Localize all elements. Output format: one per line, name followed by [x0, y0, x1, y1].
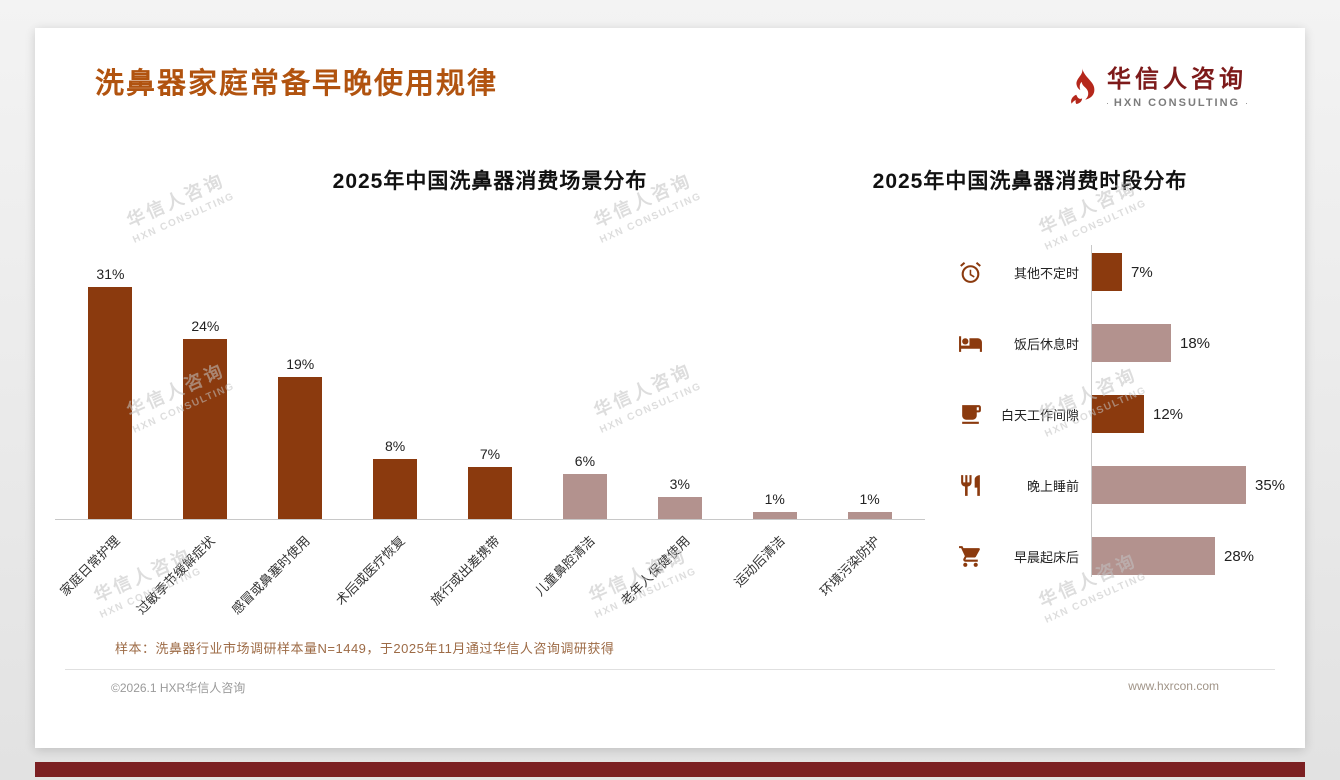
- scene-chart-title: 2025年中国洗鼻器消费场景分布: [332, 170, 648, 193]
- time-bar-wrap: 18%: [1091, 324, 1210, 362]
- scene-chart-plot: 31% 家庭日常护理 24% 过敏季节缓解症状 19% 感冒或鼻塞时使用 8% 术后或医疗恢复…: [55, 265, 925, 617]
- coffee-cup-icon: [953, 402, 987, 427]
- sample-note: 样本：洗鼻器行业市场调研样本量N=1449，于2025年11月通过华信人咨询调研…: [115, 641, 615, 656]
- time-label: 白天工作间隙: [1000, 407, 1079, 423]
- time-value-label: 28%: [1224, 547, 1255, 565]
- website-link[interactable]: www.hxrcon.com: [1128, 679, 1219, 693]
- scene-category-label: 环境污染防护: [816, 533, 883, 599]
- time-value-label: 7%: [1131, 263, 1153, 281]
- scene-bar-group: 24% 过敏季节缓解症状: [134, 318, 253, 617]
- time-chart-plot: 其他不定时 7% 饭后休息时 18% 白天工作间隙 12% 晚上睡前 35% 早晨起床后 28%: [925, 245, 1305, 577]
- scene-bar: [468, 466, 512, 519]
- scene-bar-value: 19%: [286, 355, 315, 372]
- logo-flame-icon: [1066, 66, 1098, 110]
- scene-category-label: 家庭日常护理: [57, 533, 124, 599]
- time-value-label: 35%: [1255, 476, 1286, 494]
- time-bar: [1091, 253, 1122, 291]
- time-bar-wrap: 7%: [1091, 253, 1153, 291]
- scene-bar: [847, 511, 892, 519]
- footer: ©2026.1 HXR华信人咨询 www.hxrcon.com: [65, 669, 1275, 696]
- scene-bar-value: 24%: [191, 318, 220, 334]
- time-value-label: 12%: [1153, 405, 1184, 423]
- shopping-cart-icon: [953, 544, 987, 569]
- scene-bar: [88, 286, 133, 519]
- brand-logo: 华信人咨询 HXN CONSULTING: [1066, 66, 1247, 110]
- scene-bar: [657, 496, 702, 519]
- scene-bar: [183, 339, 228, 519]
- time-row: 晚上睡前 35%: [953, 466, 1305, 504]
- time-row: 饭后休息时 18%: [953, 324, 1305, 362]
- time-bar-wrap: 28%: [1091, 537, 1254, 575]
- header: 洗鼻器家庭常备早晚使用规律 华信人咨询 HXN CONSULTING: [35, 28, 1305, 110]
- time-chart-title: 2025年中国洗鼻器消费时段分布: [872, 170, 1188, 193]
- logo-subtitle: HXN CONSULTING: [1113, 97, 1241, 109]
- scene-bar-group: 1% 环境污染防护: [817, 490, 917, 599]
- bed-icon: [953, 331, 987, 356]
- time-row: 白天工作间隙 12%: [953, 395, 1305, 433]
- time-row: 早晨起床后 28%: [953, 537, 1305, 575]
- time-bar: [1091, 324, 1171, 362]
- time-bar-wrap: 35%: [1091, 466, 1285, 504]
- scene-bar-value: 31%: [96, 265, 125, 282]
- scene-bar-value: 1%: [859, 490, 880, 507]
- scene-bar-group: 6% 儿童鼻腔清洁: [532, 453, 632, 599]
- scene-bar-value: 6%: [574, 453, 596, 469]
- copyright-text: ©2026.1 HXR华信人咨询: [111, 681, 246, 695]
- logo-rule-left: [1107, 102, 1108, 104]
- logo-name: 华信人咨询: [1107, 66, 1247, 93]
- scene-bar-group: 3% 老年人保健使用: [618, 475, 727, 608]
- time-bar: [1091, 395, 1144, 433]
- scene-bar-value: 1%: [764, 490, 785, 507]
- time-label: 晚上睡前: [1026, 478, 1079, 494]
- scene-bar-group: 8% 术后或医疗恢复: [333, 438, 443, 608]
- scene-bar: [562, 474, 607, 519]
- time-value-label: 18%: [1180, 334, 1211, 352]
- bottom-accent-bar: [35, 762, 1305, 777]
- report-card: 洗鼻器家庭常备早晚使用规律 华信人咨询 HXN CONSULTING: [35, 28, 1305, 748]
- scene-bar: [752, 511, 797, 519]
- scene-bar-value: 8%: [385, 438, 406, 454]
- scene-bar: [278, 376, 323, 519]
- time-bar: [1091, 537, 1215, 575]
- time-chart-section: 2025年中国洗鼻器消费时段分布 其他不定时 7% 饭后休息时 18% 白天工作间隙 12…: [873, 165, 1305, 608]
- scene-bar-group: 1% 运动后清洁: [727, 490, 822, 590]
- alarm-clock-icon: [953, 260, 987, 285]
- logo-rule-right: [1246, 102, 1247, 104]
- time-bar: [1091, 466, 1246, 504]
- scene-bar: [373, 459, 418, 519]
- scene-category-label: 术后或医疗恢复: [332, 533, 408, 609]
- time-label: 饭后休息时: [1013, 336, 1079, 352]
- scene-bar-group: 31% 家庭日常护理: [57, 265, 158, 599]
- scene-chart-section: 2025年中国洗鼻器消费场景分布 31% 家庭日常护理 24% 过敏季节缓解症状 19%…: [55, 165, 925, 617]
- scene-bar-value: 3%: [669, 475, 690, 492]
- scene-category-label: 儿童鼻腔清洁: [531, 533, 598, 599]
- scene-bar-group: 7% 旅行或出差携带: [428, 445, 538, 608]
- scene-bar-value: 7%: [479, 445, 501, 462]
- scene-category-label: 老年人保健使用: [617, 533, 693, 609]
- time-row: 其他不定时 7%: [953, 253, 1305, 291]
- page-title: 洗鼻器家庭常备早晚使用规律: [95, 68, 499, 100]
- time-label: 早晨起床后: [1013, 549, 1079, 565]
- charts-area: 2025年中国洗鼻器消费场景分布 31% 家庭日常护理 24% 过敏季节缓解症状 19%…: [35, 165, 1305, 617]
- scene-category-label: 运动后清洁: [730, 533, 788, 590]
- dining-icon: [953, 473, 987, 498]
- scene-category-label: 旅行或出差携带: [427, 533, 503, 609]
- scene-bar-group: 19% 感冒或鼻塞时使用: [229, 355, 348, 617]
- time-bar-wrap: 12%: [1091, 395, 1183, 433]
- time-label: 其他不定时: [1013, 265, 1079, 281]
- scene-category-label: 感冒或鼻塞时使用: [228, 533, 313, 618]
- scene-category-label: 过敏季节缓解症状: [133, 533, 219, 618]
